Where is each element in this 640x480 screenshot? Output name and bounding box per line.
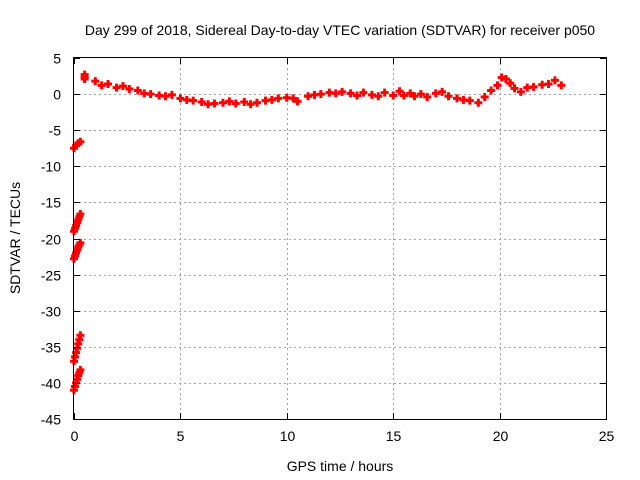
data-point xyxy=(465,96,474,105)
data-point xyxy=(167,90,176,99)
data-point xyxy=(80,74,89,83)
data-point xyxy=(480,92,489,101)
data-point xyxy=(510,84,519,93)
data-point xyxy=(293,97,302,106)
y-tick-label: 5 xyxy=(53,51,61,67)
data-point xyxy=(189,96,198,105)
data-point xyxy=(544,79,553,88)
data-point xyxy=(389,91,398,100)
series-sdtvar xyxy=(70,70,566,395)
data-point xyxy=(346,89,355,98)
data-point xyxy=(529,82,538,91)
data-point xyxy=(557,81,566,90)
data-series xyxy=(70,70,566,395)
data-point xyxy=(395,87,404,96)
data-point xyxy=(197,98,206,107)
y-tick-label: -10 xyxy=(41,159,61,175)
data-point xyxy=(146,90,155,99)
data-point xyxy=(76,209,85,218)
data-point xyxy=(506,79,515,88)
data-point xyxy=(380,88,389,97)
y-tick-label: 0 xyxy=(53,87,61,103)
data-point xyxy=(133,86,142,95)
data-point xyxy=(76,238,85,247)
data-point xyxy=(501,74,510,83)
data-point xyxy=(76,137,85,146)
data-point xyxy=(274,94,283,103)
y-axis-label: SDTVAR / TECUs xyxy=(7,182,23,294)
data-point xyxy=(444,92,453,101)
grid-lines xyxy=(74,58,606,419)
plot-frame xyxy=(73,57,607,420)
data-point xyxy=(76,365,85,374)
x-tick-label: 25 xyxy=(599,428,615,444)
x-axis-label: GPS time / hours xyxy=(287,458,394,474)
data-point xyxy=(316,90,325,99)
y-tick-label: -40 xyxy=(41,376,61,392)
data-point xyxy=(410,92,419,101)
data-point xyxy=(406,89,415,98)
data-point xyxy=(289,94,298,103)
x-tick-label: 0 xyxy=(71,428,79,444)
y-tick-label: -35 xyxy=(41,340,61,356)
data-point xyxy=(338,87,347,96)
data-point xyxy=(550,76,559,85)
data-point xyxy=(374,92,383,101)
data-point xyxy=(487,86,496,95)
chart-title: Day 299 of 2018, Sidereal Day-to-day VTE… xyxy=(85,22,595,38)
data-point xyxy=(210,99,219,108)
data-point xyxy=(104,79,113,88)
data-point xyxy=(240,98,249,107)
data-point xyxy=(474,98,483,107)
data-point xyxy=(516,87,525,96)
x-tick-label: 20 xyxy=(493,428,509,444)
data-point xyxy=(353,91,362,100)
y-tick-label: -30 xyxy=(41,304,61,320)
y-tick-label: -5 xyxy=(49,123,62,139)
data-point xyxy=(416,90,425,99)
data-point xyxy=(76,331,85,340)
data-point xyxy=(399,91,408,100)
x-tick-label: 15 xyxy=(386,428,402,444)
data-point xyxy=(91,77,100,86)
y-tick-label: -25 xyxy=(41,268,61,284)
data-point xyxy=(493,81,502,90)
axis-ticks: 0 5 10 15 20 25 5 0 -5 -10 -15 -20 -25 -30 -35 -40 -45 xyxy=(41,51,615,445)
data-point xyxy=(118,82,127,91)
data-point xyxy=(253,98,262,107)
y-tick-label: -20 xyxy=(41,232,61,248)
data-point xyxy=(231,99,240,108)
y-tick-label: -45 xyxy=(41,412,61,428)
x-tick-label: 5 xyxy=(177,428,185,444)
y-tick-label: -15 xyxy=(41,195,61,211)
data-point xyxy=(125,85,134,94)
data-point xyxy=(423,92,432,101)
data-point xyxy=(359,88,368,97)
data-point xyxy=(225,97,234,106)
data-point xyxy=(438,87,447,96)
x-tick-label: 10 xyxy=(280,428,296,444)
